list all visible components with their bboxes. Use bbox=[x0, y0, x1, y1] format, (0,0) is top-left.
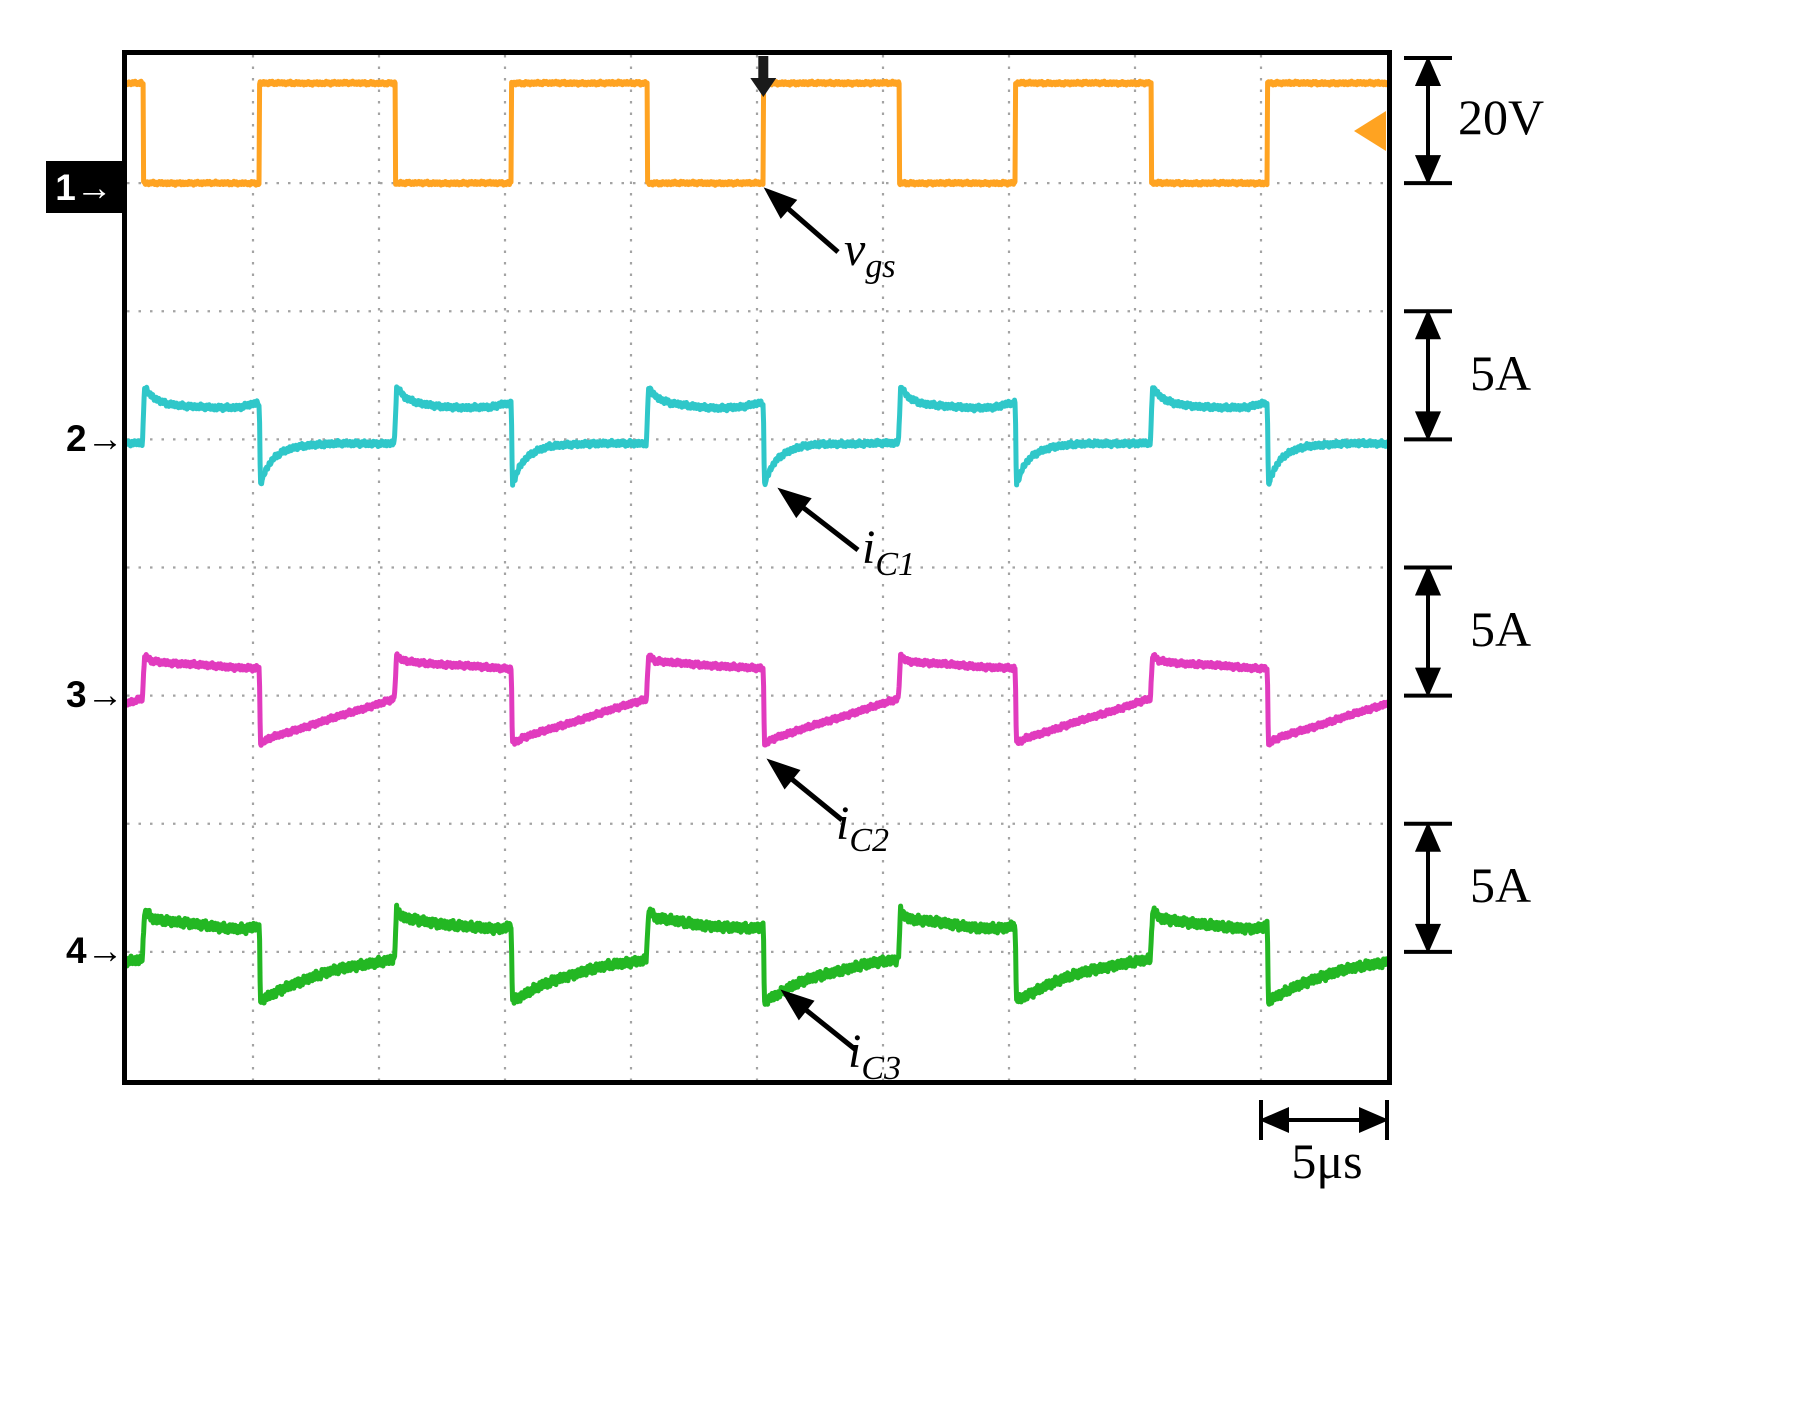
scale-label-ch3: 5A bbox=[1470, 601, 1532, 657]
annotation-arrow-ic1 bbox=[777, 487, 860, 552]
annotation-ic3: iC3 bbox=[848, 1024, 901, 1085]
annotation-vgs-sub: gs bbox=[865, 247, 896, 285]
channel-marker-4: 4→ bbox=[66, 930, 124, 971]
annotation-ic2: iC2 bbox=[836, 796, 889, 857]
waveform-v_gs bbox=[127, 78, 1387, 188]
waveform-i_C2 bbox=[127, 651, 1387, 748]
waveforms bbox=[127, 78, 1387, 1007]
annotation-arrow-ic3 bbox=[780, 989, 858, 1052]
trigger-marker-icon bbox=[750, 56, 777, 97]
scale-label-ch4: 5A bbox=[1470, 857, 1532, 913]
annotation-arrow-vgs bbox=[763, 187, 840, 254]
time-scale-arrow bbox=[1258, 1100, 1390, 1140]
plot-area bbox=[122, 50, 1392, 1085]
annotation-ic3-sub: C3 bbox=[861, 1049, 902, 1087]
channel-marker-1: 1→ bbox=[46, 161, 122, 213]
annotation-ic3-base: i bbox=[848, 1025, 862, 1078]
annotation-ic1-base: i bbox=[862, 521, 876, 574]
annotation-ic2-base: i bbox=[836, 797, 850, 850]
scale-arrow-5a-ch3 bbox=[1404, 565, 1452, 698]
scale-arrows bbox=[1404, 55, 1452, 954]
annotation-ic2-sub: C2 bbox=[849, 821, 890, 859]
annotation-arrows bbox=[763, 187, 860, 1052]
channel-marker-2: 2→ bbox=[66, 418, 124, 459]
annotation-arrow-ic2 bbox=[766, 758, 844, 822]
annotation-ic1-sub: C1 bbox=[875, 545, 916, 583]
scale-arrow-20v bbox=[1404, 55, 1452, 186]
time-scale-label: 5μs bbox=[1291, 1133, 1363, 1189]
annotation-ic1: iC1 bbox=[862, 520, 915, 581]
scale-arrow-5a-ch4 bbox=[1404, 821, 1452, 954]
annotation-vgs-base: v bbox=[844, 223, 866, 276]
trigger-level-arrow-icon bbox=[1354, 111, 1386, 151]
channel-marker-3: 3→ bbox=[66, 674, 124, 715]
scale-label-ch2: 5A bbox=[1470, 345, 1532, 401]
waveform-i_C1 bbox=[127, 384, 1387, 488]
annotation-vgs: vgs bbox=[844, 222, 896, 283]
scale-arrow-5a-ch2 bbox=[1404, 309, 1452, 442]
waveform-i_C3 bbox=[127, 902, 1387, 1007]
scale-label-ch1: 20V bbox=[1458, 89, 1545, 145]
